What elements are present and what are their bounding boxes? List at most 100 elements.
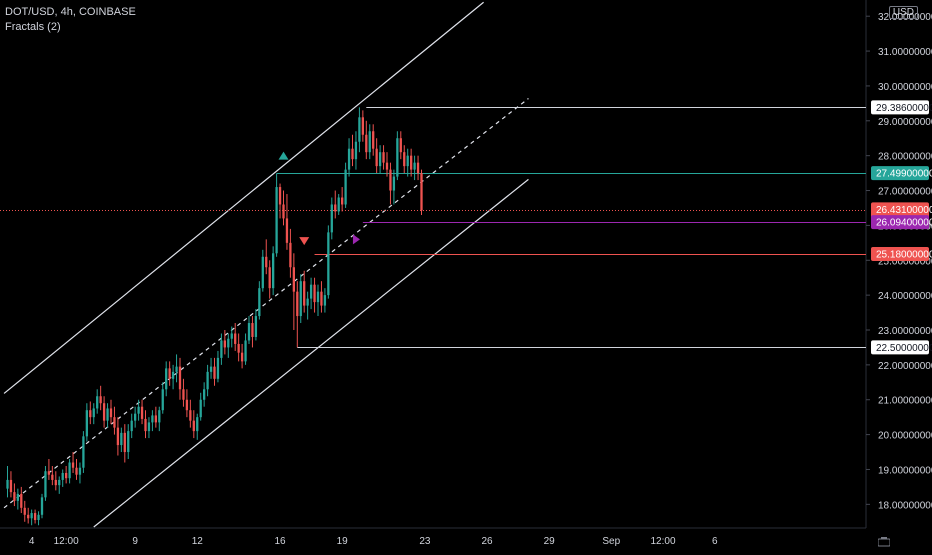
candle[interactable] xyxy=(65,473,67,478)
candle[interactable] xyxy=(51,475,53,480)
candle[interactable] xyxy=(262,257,264,288)
candle[interactable] xyxy=(258,288,260,316)
candle[interactable] xyxy=(238,344,240,353)
candle[interactable] xyxy=(31,513,33,518)
candle[interactable] xyxy=(300,281,302,316)
candle[interactable] xyxy=(24,508,26,515)
candle[interactable] xyxy=(296,292,298,316)
candle[interactable] xyxy=(351,149,353,159)
candle[interactable] xyxy=(341,198,343,205)
candle[interactable] xyxy=(241,353,243,362)
candle[interactable] xyxy=(155,415,157,422)
candle[interactable] xyxy=(82,436,84,467)
candle[interactable] xyxy=(62,473,64,480)
candle[interactable] xyxy=(103,403,105,420)
candle[interactable] xyxy=(303,281,305,305)
candle[interactable] xyxy=(327,232,329,295)
candle[interactable] xyxy=(313,285,315,302)
candle[interactable] xyxy=(17,494,19,501)
candle[interactable] xyxy=(289,243,291,267)
candle[interactable] xyxy=(55,480,57,485)
candle[interactable] xyxy=(420,173,422,210)
candle[interactable] xyxy=(110,408,112,417)
candle[interactable] xyxy=(175,367,177,372)
candle[interactable] xyxy=(376,149,378,166)
candle[interactable] xyxy=(372,131,374,148)
candle[interactable] xyxy=(169,368,171,378)
candle[interactable] xyxy=(362,117,364,134)
candle[interactable] xyxy=(79,468,81,475)
candle[interactable] xyxy=(279,187,281,204)
candle[interactable] xyxy=(186,400,188,410)
candle[interactable] xyxy=(96,396,98,408)
candle[interactable] xyxy=(27,515,29,518)
candle[interactable] xyxy=(355,142,357,159)
candle[interactable] xyxy=(196,417,198,431)
candle[interactable] xyxy=(134,414,136,421)
candle[interactable] xyxy=(244,340,246,361)
candle[interactable] xyxy=(86,410,88,436)
candle[interactable] xyxy=(37,515,39,520)
candle[interactable] xyxy=(307,299,309,306)
candle[interactable] xyxy=(389,170,391,191)
candle[interactable] xyxy=(72,462,74,467)
settings-icon[interactable] xyxy=(878,537,890,547)
candle[interactable] xyxy=(282,204,284,218)
candle[interactable] xyxy=(365,135,367,152)
candle[interactable] xyxy=(44,471,46,497)
candle[interactable] xyxy=(124,433,126,452)
candle[interactable] xyxy=(131,421,133,431)
candle[interactable] xyxy=(413,163,415,170)
candle[interactable] xyxy=(310,285,312,299)
candle[interactable] xyxy=(286,218,288,242)
candle[interactable] xyxy=(182,389,184,399)
candle[interactable] xyxy=(34,513,36,520)
candle[interactable] xyxy=(403,152,405,166)
candle[interactable] xyxy=(117,428,119,445)
candle[interactable] xyxy=(220,340,222,357)
candle[interactable] xyxy=(331,204,333,232)
candle[interactable] xyxy=(127,431,129,452)
candle[interactable] xyxy=(13,492,15,501)
candle[interactable] xyxy=(148,422,150,431)
candle[interactable] xyxy=(203,389,205,399)
candle[interactable] xyxy=(224,340,226,347)
candle[interactable] xyxy=(407,156,409,166)
candle[interactable] xyxy=(269,267,271,288)
candle[interactable] xyxy=(100,396,102,403)
candle[interactable] xyxy=(20,494,22,508)
candle[interactable] xyxy=(334,204,336,211)
candle[interactable] xyxy=(255,316,257,337)
candle[interactable] xyxy=(193,421,195,431)
candle[interactable] xyxy=(137,407,139,414)
candle[interactable] xyxy=(151,415,153,422)
candle[interactable] xyxy=(227,339,229,348)
candle[interactable] xyxy=(158,410,160,422)
candle[interactable] xyxy=(165,368,167,389)
candle[interactable] xyxy=(6,480,8,489)
candle[interactable] xyxy=(179,367,181,390)
candle[interactable] xyxy=(386,163,388,170)
candle[interactable] xyxy=(417,163,419,173)
candle[interactable] xyxy=(141,407,143,419)
candle[interactable] xyxy=(275,187,277,253)
candle[interactable] xyxy=(106,408,108,420)
candle[interactable] xyxy=(396,138,398,176)
candle[interactable] xyxy=(379,152,381,166)
candle[interactable] xyxy=(189,410,191,420)
candle[interactable] xyxy=(10,480,12,492)
candle[interactable] xyxy=(75,468,77,475)
candle[interactable] xyxy=(120,433,122,445)
candle[interactable] xyxy=(68,462,70,478)
candle[interactable] xyxy=(251,323,253,337)
candle[interactable] xyxy=(231,333,233,338)
candle[interactable] xyxy=(217,358,219,379)
candle[interactable] xyxy=(410,156,412,170)
candle[interactable] xyxy=(348,149,350,170)
candle[interactable] xyxy=(144,419,146,431)
candle[interactable] xyxy=(210,367,212,372)
candle[interactable] xyxy=(200,400,202,417)
candle[interactable] xyxy=(317,292,319,302)
channel-upper-line[interactable] xyxy=(4,2,484,393)
